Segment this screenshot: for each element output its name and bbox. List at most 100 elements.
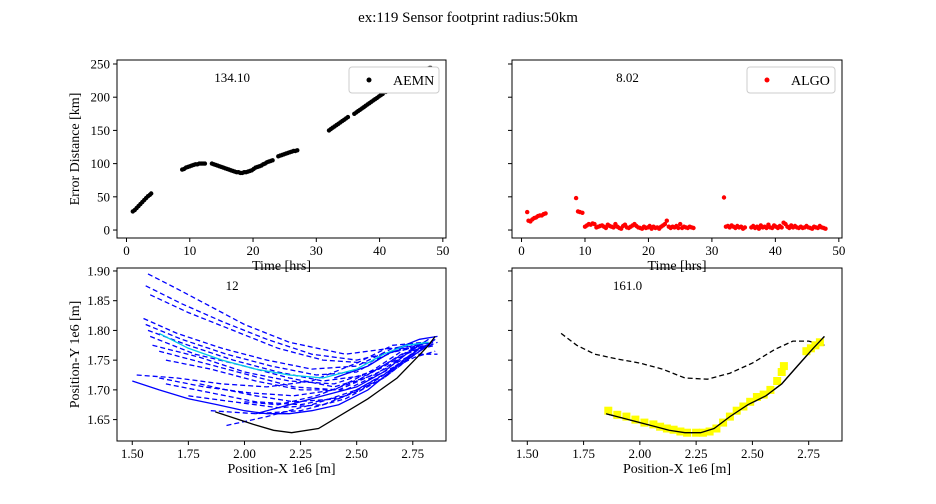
algo-position-marker	[739, 402, 748, 411]
algo-position-axes-frame	[511, 267, 843, 442]
aemn-position-panel: 1.50 1.75 2.00 2.25 2.50 2.75 1.65 1.70 1.75 1.80…	[68, 263, 447, 477]
algo-position-marker	[631, 415, 640, 424]
aemn-position-series-line-18	[132, 347, 425, 415]
algo-position-marker	[712, 424, 721, 433]
algo-error-legend: ALGO	[746, 66, 836, 94]
algo-position-xtick-label: 1.75	[572, 446, 595, 461]
algo-position-xtick-label: 2.00	[628, 446, 651, 461]
algo-position-marker	[766, 385, 775, 394]
algo-position-xlabel: Position-X 1e6 [m]	[623, 462, 731, 477]
algo-error-plot-area	[525, 195, 828, 231]
algo-error-xtick-label: 10	[578, 243, 591, 258]
algo-error-xtick-label: 50	[832, 243, 845, 258]
algo-error-xtick-label: 30	[705, 243, 718, 258]
algo-position-marker	[815, 338, 824, 347]
algo-position-xtick-label: 2.75	[797, 446, 820, 461]
aemn-position-annotation: 12	[226, 278, 239, 293]
algo-position-marker	[773, 377, 782, 385]
aemn-position-xtick-label: 2.50	[345, 446, 368, 461]
algo-error-point	[611, 225, 616, 230]
algo-position-marker	[802, 347, 811, 356]
algo-position-marker	[613, 410, 622, 419]
aemn-position-xlabel: Position-X 1e6 [m]	[227, 462, 335, 477]
aemn-position-series-line-9	[165, 350, 436, 391]
algo-position-marker	[705, 427, 714, 436]
algo-error-point	[742, 225, 748, 230]
algo-error-point	[543, 211, 548, 216]
aemn-error-legend-box	[348, 66, 440, 94]
aemn-position-ylabel: Position-Y 1e6 [m]	[68, 301, 83, 409]
aemn-error-ytick-label: 150	[91, 123, 111, 138]
algo-position-marker	[752, 393, 761, 401]
aemn-error-point	[149, 191, 154, 196]
algo-error-point	[678, 221, 683, 227]
algo-error-point	[721, 195, 727, 200]
aemn-position-series-line-15	[226, 347, 420, 427]
algo-error-point	[592, 221, 597, 227]
algo-error-point	[603, 225, 609, 231]
algo-error-point	[691, 225, 696, 231]
algo-error-legend-label: ALGO	[791, 74, 830, 89]
algo-error-legend-box	[746, 66, 836, 94]
aemn-position-ytick-label: 1.70	[87, 382, 110, 397]
aemn-position-ytick-label: 1.85	[87, 293, 110, 308]
algo-error-point	[756, 226, 762, 231]
aemn-error-legend-marker	[366, 77, 372, 83]
algo-error-xlabel: Time [hrs]	[648, 259, 707, 274]
aemn-error-legend: AEMN	[348, 66, 440, 94]
aemn-error-axes-frame	[116, 59, 447, 239]
algo-position-panel: 1.50 1.75 2.00 2.25 2.50 2.75 Position-X 1e6 […	[508, 267, 843, 477]
algo-position-marker	[746, 397, 755, 406]
aemn-error-xtick-label: 20	[247, 243, 260, 258]
aemn-position-ytick-label: 1.65	[87, 412, 110, 427]
aemn-error-ytick-label: 200	[91, 90, 111, 105]
aemn-position-series-line-0	[147, 273, 424, 355]
algo-position-plot-area	[560, 332, 825, 437]
algo-error-legend-marker	[764, 77, 770, 83]
algo-error-xtick-label: 0	[518, 243, 525, 258]
aemn-error-legend-label: AEMN	[393, 74, 434, 89]
algo-error-point	[676, 225, 681, 231]
aemn-position-series-line-16	[199, 350, 420, 403]
aemn-error-annotation: 134.10	[214, 70, 250, 85]
algo-position-marker	[649, 420, 658, 429]
aemn-position-series-line-22	[215, 336, 436, 434]
aemn-position-ytick-label: 1.90	[87, 263, 110, 278]
algo-position-marker	[604, 406, 613, 415]
aemn-position-series-line-10	[136, 341, 425, 388]
aemn-position-xtick-label: 2.25	[289, 446, 312, 461]
algo-position-xtick-label: 2.25	[685, 446, 708, 461]
algo-error-axes-frame	[511, 59, 843, 239]
algo-position-xtick-label: 1.50	[516, 446, 539, 461]
aemn-position-ytick-label: 1.80	[87, 323, 110, 338]
algo-position-annotation: 161.0	[613, 278, 642, 293]
figure-title: ex:119 Sensor footprint radius:50km	[358, 10, 578, 26]
algo-error-point	[823, 226, 828, 231]
algo-position-marker	[662, 424, 671, 433]
aemn-error-ytick-label: 0	[104, 223, 111, 238]
algo-position-series-line-top	[605, 335, 825, 434]
aemn-position-series-line-11	[159, 341, 434, 397]
aemn-error-point	[295, 148, 300, 153]
aemn-position-series-line-12	[165, 341, 438, 406]
aemn-position-series-line-7	[152, 344, 436, 385]
algo-error-annotation: 8.02	[616, 70, 639, 85]
algo-position-marker	[622, 412, 631, 421]
algo-position-xtick-label: 2.50	[741, 446, 764, 461]
aemn-position-series-line-17	[244, 341, 425, 406]
algo-error-xtick-label: 40	[769, 243, 782, 258]
aemn-position-xtick-label: 2.00	[233, 446, 256, 461]
algo-error-xtick-label: 20	[642, 243, 655, 258]
algo-error-point	[573, 195, 579, 201]
algo-position-marker	[669, 425, 678, 434]
aemn-position-axes-frame	[116, 267, 447, 442]
aemn-error-xtick-label: 0	[123, 243, 130, 258]
algo-error-panel: 0 10 20 30 40 50 Time [hrs] 8.02 ALGO	[508, 59, 845, 274]
algo-error-point	[764, 225, 769, 231]
algo-position-marker	[806, 344, 815, 353]
aemn-error-xtick-label: 30	[310, 243, 323, 258]
aemn-error-xtick-label: 40	[373, 243, 386, 258]
algo-error-point	[662, 221, 668, 227]
aemn-error-xlabel: Time [hrs]	[252, 259, 311, 274]
